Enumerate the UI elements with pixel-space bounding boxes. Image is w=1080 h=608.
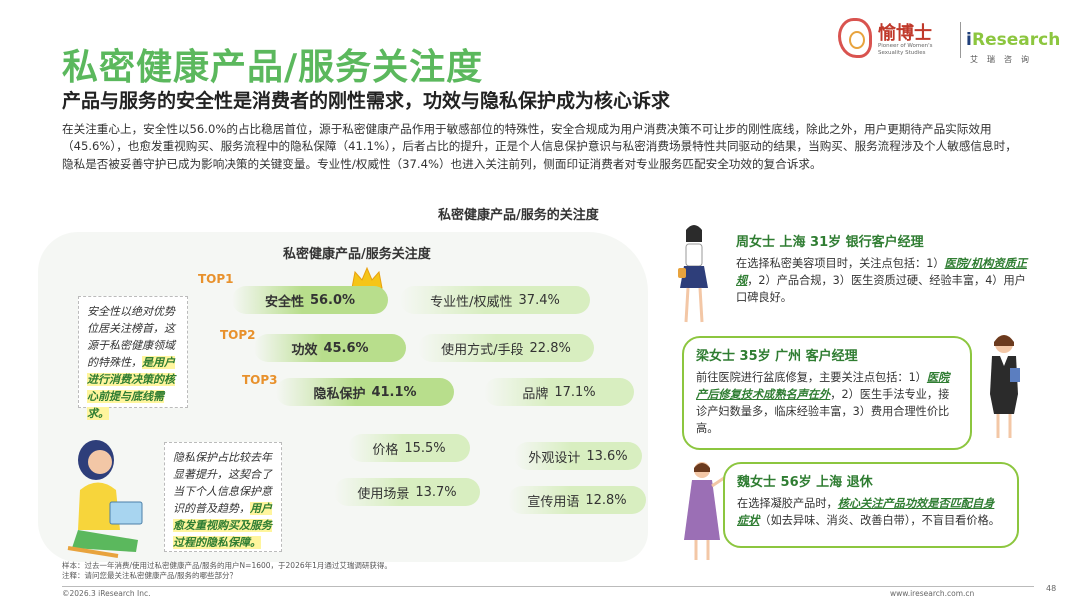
- chart-pill: 功效 45.6%: [254, 334, 406, 362]
- chart-pill-value: 37.4%: [518, 292, 560, 308]
- footnote: 样本：过去一年消费/使用过私密健康产品/服务的用户N=1600，于2026年1月…: [62, 561, 392, 581]
- insight-note-safety: 安全性以绝对优势位居关注榜首，这源于私密健康领域的特殊性，是用户进行消费决策的核…: [78, 296, 188, 420]
- logo-divider: [960, 22, 961, 58]
- top3-label: TOP3: [242, 373, 278, 387]
- chart-pill-value: 12.8%: [585, 492, 627, 508]
- footer-copyright: ©2026.3 iResearch Inc.: [62, 589, 151, 598]
- chart-pill-label: 功效: [291, 342, 318, 358]
- quote-card-zhou-highlight: 医院/机构资质正规: [736, 257, 1027, 287]
- iresearch-logo-name: Research: [972, 30, 1061, 50]
- iresearch-logo-cn: 艾瑞咨询: [970, 55, 1038, 64]
- quote-card-wei-highlight: 核心关注产品功效是否匹配自身症状: [737, 497, 995, 527]
- yuboshi-logo-name: 愉博士: [878, 23, 932, 44]
- iresearch-logo-i: i: [966, 30, 972, 50]
- chart-title: 私密健康产品/服务的关注度: [438, 208, 599, 223]
- top1-label: TOP1: [198, 272, 234, 286]
- chart-pill-label: 安全性: [264, 294, 304, 310]
- crown-icon: [351, 266, 383, 289]
- quote-card-liang-text-end: ，2）医生手法专业，接诊产妇数量多，临床经验丰富，3）费用合理性价比高。: [696, 388, 950, 435]
- chart-pill-value: 17.1%: [554, 384, 596, 400]
- quote-card-wei-head: 魏女士 56岁 上海 退休: [737, 475, 873, 490]
- chart-pill: 使用方式/手段 22.8%: [418, 334, 594, 362]
- quote-card-liang: 梁女士 35岁 广州 客户经理 前往医院进行盆底修复，主要关注点包括：1）医院产…: [682, 336, 972, 450]
- chart-pill-value: 41.1%: [371, 384, 417, 400]
- chart-pill-value: 15.5%: [404, 440, 446, 456]
- woman-liang-illustration: [990, 335, 1020, 438]
- chart-pill: 使用场景 13.7%: [334, 478, 480, 506]
- insight-note-privacy: 隐私保护占比较去年显著提升，这契合了当下个人信息保护意识的普及趋势，用户愈发重视…: [164, 442, 282, 552]
- chart-pill-value: 13.6%: [586, 448, 628, 464]
- woman-laptop-illustration: [67, 440, 143, 558]
- chart-pill: 价格 15.5%: [348, 434, 470, 462]
- chart-pill-label: 外观设计: [528, 450, 581, 466]
- quote-card-liang-highlight: 医院产后修复技术成熟名声在外: [696, 371, 950, 401]
- footnote-note: 注释：请问您最关注私密健康产品/服务的哪些部分？: [62, 571, 238, 580]
- chart-pill: 安全性 56.0%: [232, 286, 388, 314]
- chart-pill-label: 专业性/权威性: [430, 294, 513, 310]
- page-number: 48: [1046, 584, 1057, 593]
- chart-pill-value: 56.0%: [309, 292, 356, 308]
- quote-card-zhou: 周女士 上海 31岁 银行客户经理 在选择私密美容项目时，关注点包括：1）医院/…: [726, 228, 1038, 310]
- chart-pill-label: 使用方式/手段: [441, 342, 524, 358]
- body-paragraph: 在关注重心上，安全性以56.0%的占比稳居首位，源于私密健康产品作用于敏感部位的…: [62, 122, 1017, 171]
- quote-card-wei-text-end: （如去异味、消炎、改善白带），不盲目看价格。: [759, 514, 1000, 527]
- quote-card-wei: 魏女士 56岁 上海 退休 在选择凝胶产品时，核心关注产品功效是否匹配自身症状（…: [723, 462, 1019, 548]
- chart-pill-value: 13.7%: [415, 484, 457, 500]
- insight-note-privacy-text: 隐私保护占比较去年显著提升，这契合了当下个人信息保护意识的普及趋势，: [173, 451, 272, 515]
- chart-pill-label: 品牌: [522, 386, 549, 402]
- chart-pill: 专业性/权威性 37.4%: [400, 286, 590, 314]
- quote-card-zhou-head: 周女士 上海 31岁 银行客户经理: [736, 235, 924, 250]
- chart-pill-value: 45.6%: [323, 340, 369, 356]
- chart-pill-value: 22.8%: [529, 340, 571, 356]
- page-subtitle: 产品与服务的安全性是消费者的刚性需求，功效与隐私保护成为核心诉求: [62, 90, 671, 112]
- quote-card-zhou-text: 在选择私密美容项目时，关注点包括：1）: [736, 257, 945, 270]
- quote-card-liang-head: 梁女士 35岁 广州 客户经理: [696, 349, 858, 364]
- footnote-sample: 样本：过去一年消费/使用过私密健康产品/服务的用户N=1600，于2026年1月…: [62, 561, 392, 570]
- chart-pill-label: 宣传用语: [527, 494, 580, 510]
- yuboshi-logo-mark: [838, 18, 872, 58]
- chart-inner-title: 私密健康产品/服务关注度: [283, 247, 431, 262]
- chart-pill: 宣传用语 12.8%: [508, 486, 646, 514]
- yuboshi-logo-tagline: Pioneer of Women's Sexuality Studies: [878, 43, 933, 56]
- footer-divider: [62, 586, 1034, 587]
- woman-wei-illustration: [684, 462, 725, 560]
- chart-pill-label: 隐私保护: [313, 386, 366, 402]
- quote-card-wei-text: 在选择凝胶产品时，: [737, 497, 838, 510]
- chart-pill-label: 价格: [372, 442, 399, 458]
- top2-label: TOP2: [220, 328, 256, 342]
- page-title: 私密健康产品/服务关注度: [62, 47, 484, 88]
- insight-note-safety-text: 安全性以绝对优势位居关注榜首，这源于私密健康领域的特殊性，: [87, 305, 175, 369]
- chart-pill: 隐私保护 41.1%: [276, 378, 454, 406]
- footer-site: www.iresearch.com.cn: [890, 589, 975, 598]
- chart-pill: 品牌 17.1%: [484, 378, 634, 406]
- chart-pill: 外观设计 13.6%: [514, 442, 642, 470]
- quote-card-zhou-text-end: ，2）产品合规，3）医生资质过硬、经验丰富，4）用户口碑良好。: [736, 274, 1026, 304]
- woman-zhou-illustration: [678, 225, 708, 323]
- quote-card-liang-text: 前往医院进行盆底修复，主要关注点包括：1）: [696, 371, 927, 384]
- yuboshi-logo: 愉博士 Pioneer of Women's Sexuality Studies: [838, 16, 958, 66]
- chart-pill-label: 使用场景: [357, 486, 410, 502]
